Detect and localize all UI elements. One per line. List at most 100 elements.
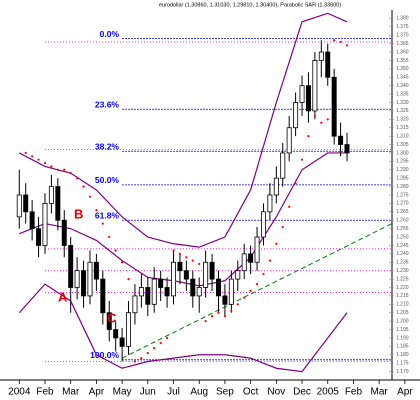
candle bbox=[113, 321, 119, 352]
sar-dot bbox=[69, 172, 72, 175]
candle bbox=[273, 166, 279, 204]
candle bbox=[145, 277, 151, 317]
sar-dot bbox=[243, 296, 246, 299]
candle bbox=[190, 270, 196, 308]
candle-body bbox=[48, 186, 54, 204]
y-tick-label: 1.330 bbox=[396, 100, 409, 106]
candle-body bbox=[23, 194, 29, 213]
candle-body bbox=[299, 85, 305, 103]
candle-body bbox=[228, 278, 234, 305]
sar-dot bbox=[37, 158, 40, 161]
sar-dot bbox=[120, 261, 124, 264]
sar-dot bbox=[313, 114, 316, 118]
candle bbox=[36, 216, 42, 258]
candle-body bbox=[190, 278, 196, 297]
y-tick-label: 1.250 bbox=[396, 234, 409, 240]
candle bbox=[183, 260, 189, 291]
y-tick-label: 1.180 bbox=[396, 352, 409, 358]
candle-body bbox=[331, 76, 337, 137]
band-line bbox=[18, 283, 348, 373]
y-tick-label: 1.265 bbox=[396, 209, 409, 215]
sar-dot bbox=[82, 185, 85, 188]
candle bbox=[331, 68, 337, 145]
x-tick-label: Mar bbox=[62, 387, 80, 398]
y-tick-label: 1.335 bbox=[396, 91, 409, 97]
candle-body bbox=[254, 236, 260, 263]
sar-dot bbox=[101, 222, 104, 225]
candle-body bbox=[16, 194, 22, 218]
candle bbox=[29, 200, 35, 241]
x-tick-label: Oct bbox=[243, 387, 259, 398]
candle bbox=[93, 253, 99, 291]
annotation: A bbox=[58, 289, 68, 304]
candle bbox=[48, 174, 54, 214]
candle-body bbox=[100, 278, 106, 314]
x-tick-label: Feb bbox=[345, 387, 363, 398]
candle-body bbox=[68, 245, 74, 288]
y-tick-label: 1.260 bbox=[396, 218, 409, 224]
y-tick-label: 1.270 bbox=[396, 201, 409, 207]
candle bbox=[74, 257, 80, 300]
sar-dot bbox=[210, 314, 214, 318]
sar-dot bbox=[249, 289, 252, 292]
candle bbox=[338, 122, 344, 157]
candle bbox=[151, 267, 157, 313]
candle bbox=[235, 260, 241, 291]
candle-body bbox=[61, 219, 67, 246]
candle-body bbox=[318, 51, 324, 61]
candle bbox=[312, 52, 318, 120]
candle-body bbox=[203, 261, 209, 288]
sar-dot bbox=[275, 242, 278, 245]
candle-body bbox=[145, 287, 151, 305]
sar-dot bbox=[268, 259, 272, 262]
sar-dot bbox=[204, 320, 207, 323]
sar-dot bbox=[165, 336, 169, 340]
annotation: C bbox=[107, 310, 117, 325]
candle bbox=[138, 274, 144, 308]
sar-dot bbox=[50, 165, 53, 168]
candle-body bbox=[338, 135, 344, 145]
candle bbox=[16, 169, 22, 229]
candle bbox=[222, 284, 228, 317]
candle bbox=[55, 178, 61, 231]
y-tick-label: 1.230 bbox=[396, 268, 409, 274]
sar-dot bbox=[326, 118, 329, 121]
y-tick-label: 1.370 bbox=[396, 33, 409, 39]
y-tick-label: 1.225 bbox=[396, 276, 409, 282]
y-tick-label: 1.325 bbox=[396, 108, 409, 114]
candle-body bbox=[29, 211, 35, 230]
candle bbox=[344, 132, 350, 162]
y-tick-label: 1.240 bbox=[396, 251, 409, 257]
sar-dot bbox=[255, 283, 259, 286]
sar-dot bbox=[185, 256, 188, 259]
candle-body bbox=[81, 270, 87, 297]
candle bbox=[42, 193, 48, 254]
candle bbox=[305, 72, 311, 123]
candle-body bbox=[106, 312, 112, 330]
sar-dot bbox=[88, 195, 92, 198]
candle bbox=[164, 277, 170, 308]
candle bbox=[318, 40, 324, 78]
candle-body bbox=[138, 287, 144, 297]
sar-dot bbox=[114, 249, 117, 252]
sar-dot bbox=[262, 272, 265, 276]
x-tick-label: Sep bbox=[216, 387, 234, 398]
candle-body bbox=[119, 337, 125, 347]
sar-dot bbox=[223, 314, 227, 318]
sar-dot bbox=[307, 135, 310, 138]
candle-body bbox=[222, 295, 228, 305]
y-tick-label: 1.305 bbox=[396, 142, 409, 148]
y-tick-label: 1.215 bbox=[396, 293, 409, 299]
sar-dot bbox=[140, 357, 143, 360]
sar-dot bbox=[333, 39, 336, 42]
y-tick-label: 1.245 bbox=[396, 243, 409, 249]
sar-dot bbox=[159, 341, 162, 345]
candle-body bbox=[171, 261, 176, 297]
sar-dot bbox=[24, 151, 27, 155]
sar-dot bbox=[43, 161, 47, 165]
x-tick-label: Apr bbox=[397, 387, 413, 398]
sar-dot bbox=[191, 259, 194, 262]
sar-dot bbox=[56, 168, 59, 171]
candle-body bbox=[164, 287, 170, 297]
